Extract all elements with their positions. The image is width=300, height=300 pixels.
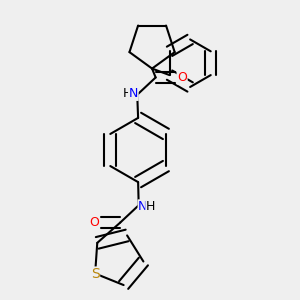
- Text: O: O: [177, 71, 187, 84]
- Text: S: S: [91, 267, 100, 281]
- Text: H: H: [122, 87, 132, 100]
- Text: N: N: [138, 200, 148, 213]
- Text: H: H: [146, 200, 155, 213]
- Text: O: O: [89, 216, 99, 229]
- Text: N: N: [129, 87, 138, 100]
